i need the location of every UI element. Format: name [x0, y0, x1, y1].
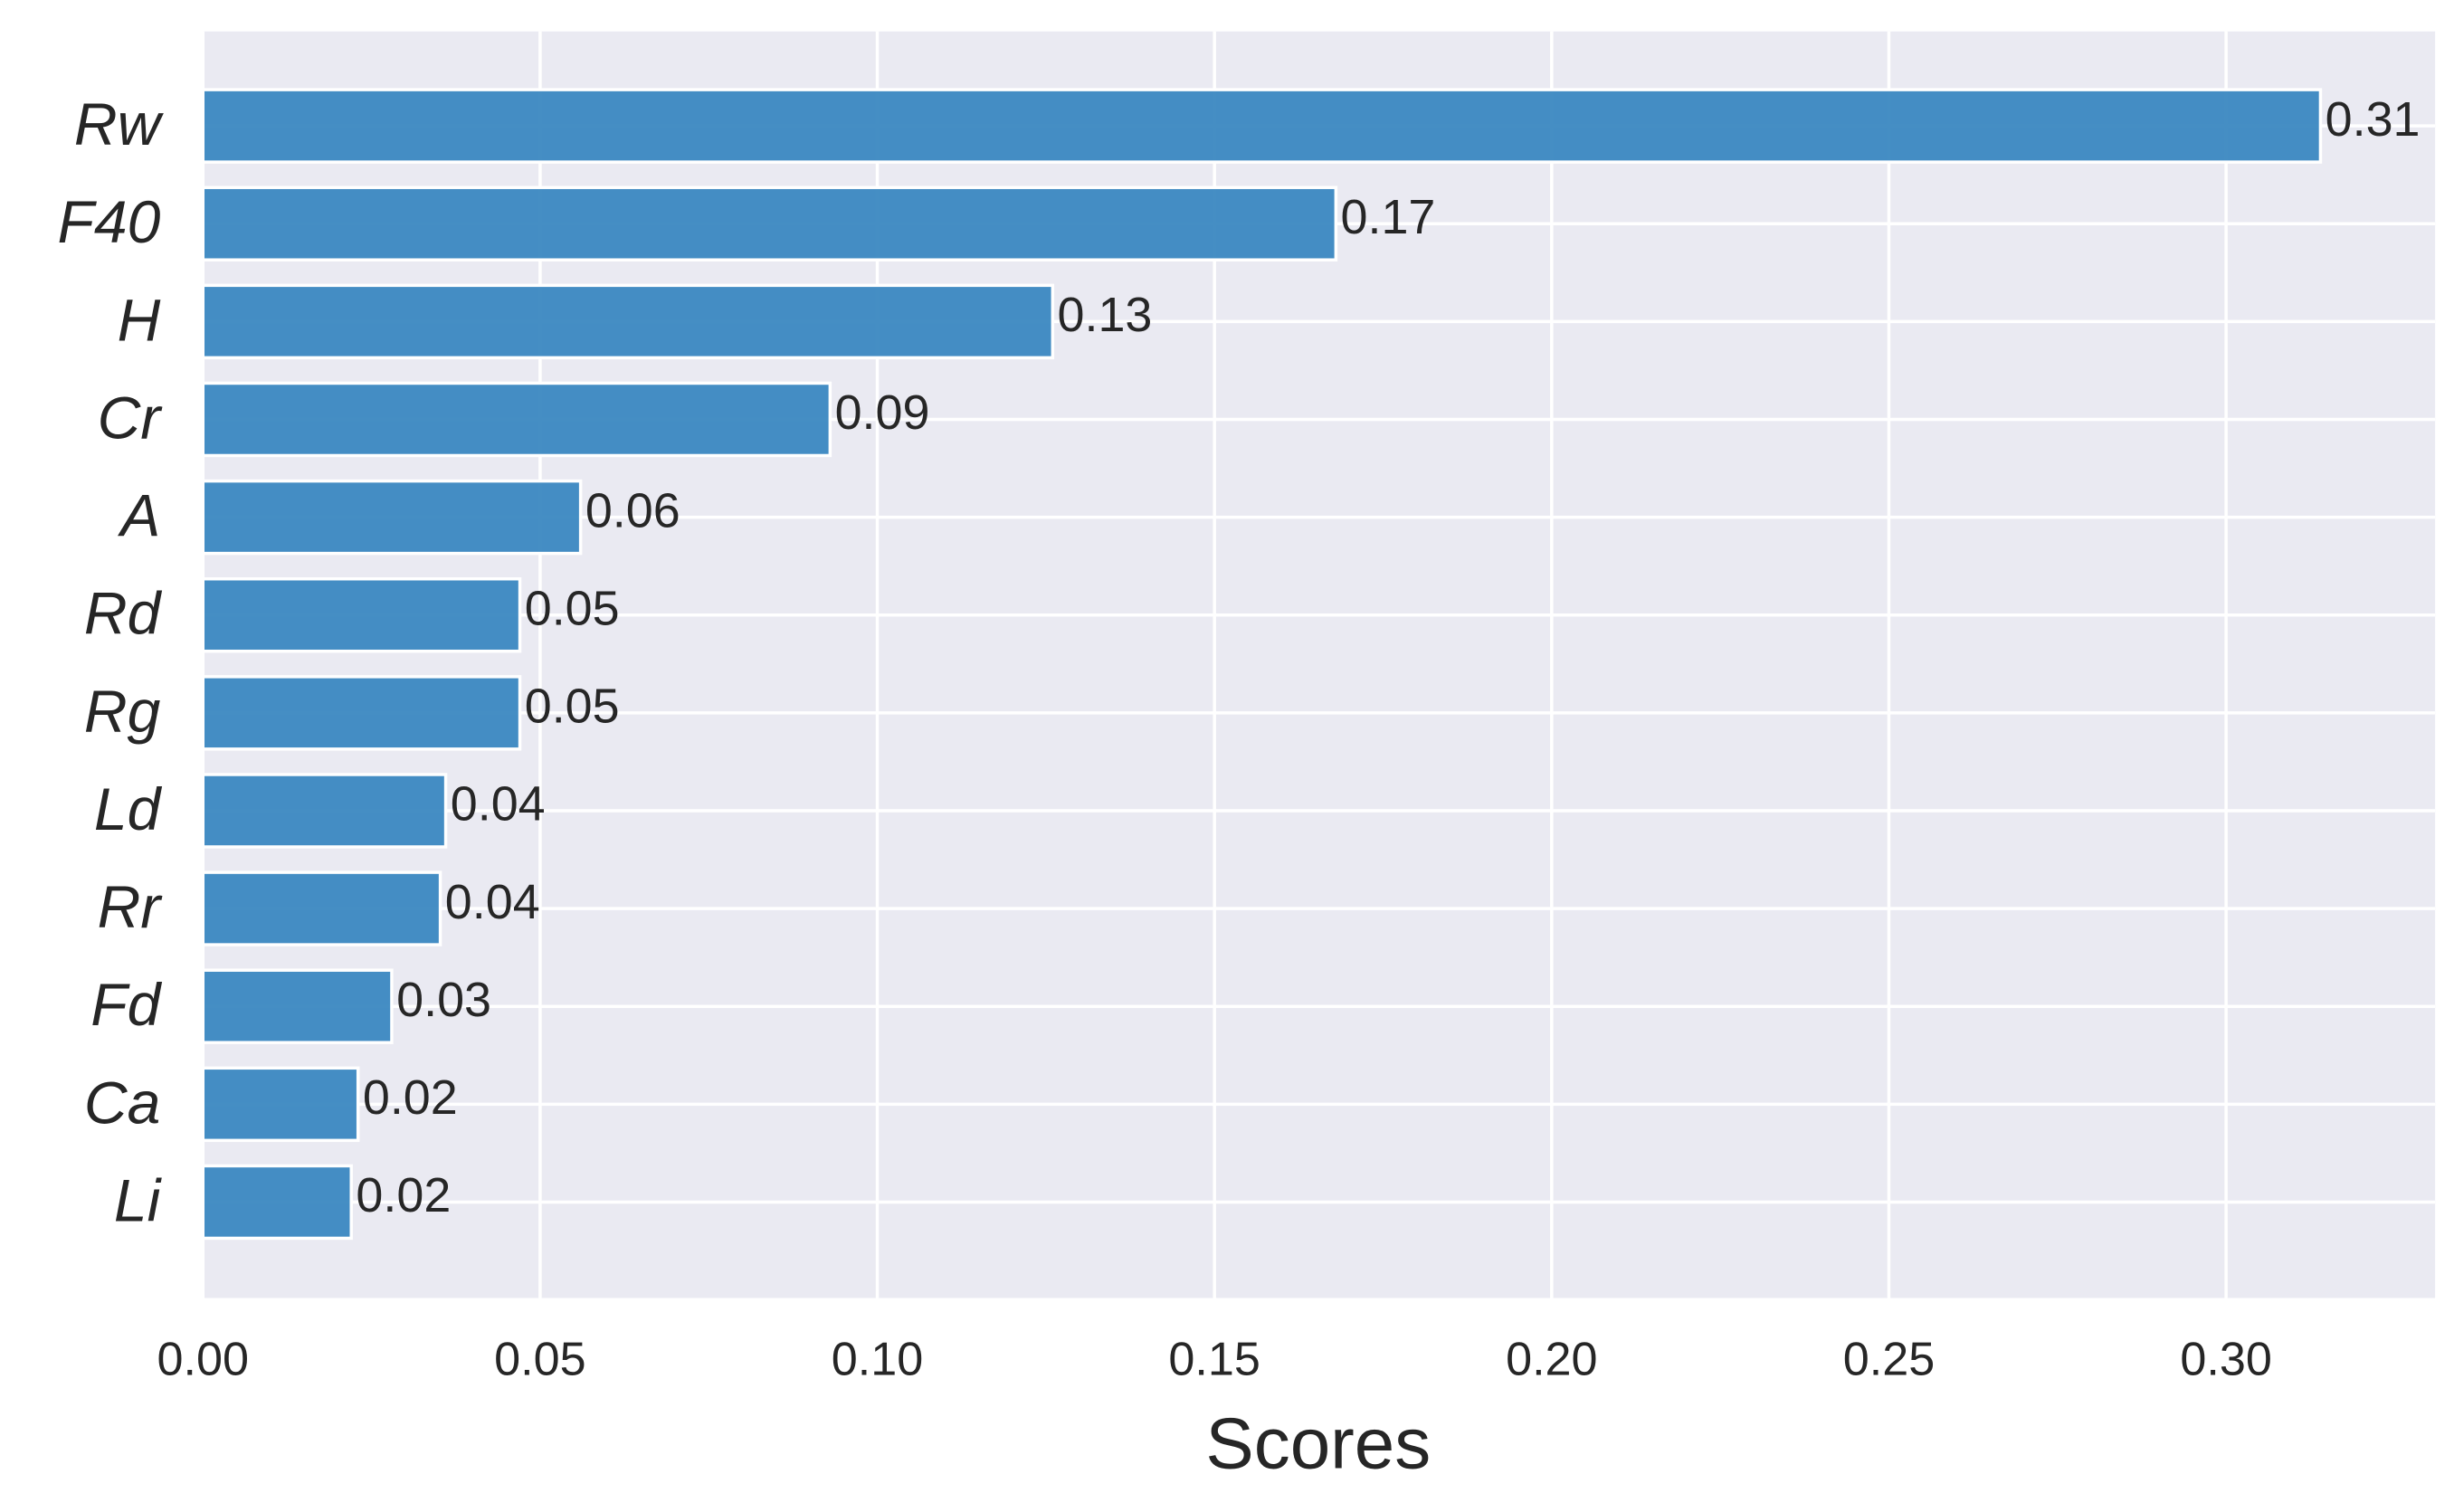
x-tick-label: 0.30: [2180, 1334, 2271, 1386]
y-tick-label: Rd: [84, 580, 163, 647]
x-tick-label: 0.05: [494, 1334, 585, 1386]
data-label: 0.13: [1058, 288, 1153, 342]
x-tick-label: 0.10: [832, 1334, 923, 1386]
data-label: 0.04: [445, 875, 540, 929]
y-tick-label: Rr: [98, 873, 164, 940]
y-tick-label: Ld: [94, 775, 163, 842]
data-label: 0.02: [363, 1070, 458, 1125]
bar: [201, 576, 522, 653]
data-label: 0.09: [835, 385, 930, 440]
data-label: 0.31: [2326, 92, 2421, 147]
y-tick-label: A: [117, 482, 160, 549]
x-tick-label: 0.15: [1168, 1334, 1260, 1386]
y-tick-label: Li: [114, 1166, 163, 1233]
x-axis-label: Scores: [1205, 1403, 1431, 1484]
bar: [201, 88, 2323, 164]
y-tick-label: Rg: [84, 678, 161, 745]
data-label: 0.17: [1341, 190, 1436, 244]
data-label: 0.05: [525, 581, 620, 635]
x-tick-label: 0.25: [1843, 1334, 1935, 1386]
bar: [201, 381, 832, 458]
bar: [201, 283, 1055, 360]
y-tick-label: Rw: [74, 90, 165, 157]
data-label: 0.05: [525, 680, 620, 734]
bar: [201, 675, 522, 751]
data-label: 0.02: [356, 1168, 451, 1222]
bar: [201, 870, 442, 946]
y-tick-label: Fd: [90, 971, 162, 1038]
y-tick-label: Ca: [84, 1069, 160, 1136]
x-tick-label: 0.00: [157, 1334, 249, 1386]
bar: [201, 479, 583, 556]
y-tick-label: F40: [58, 188, 161, 255]
y-tick-label: Cr: [98, 384, 164, 451]
bar: [201, 1164, 353, 1241]
data-label: 0.03: [396, 973, 491, 1027]
x-tick-label: 0.20: [1506, 1334, 1597, 1386]
data-label: 0.06: [585, 483, 680, 537]
bar: [201, 968, 394, 1044]
data-label: 0.04: [451, 777, 546, 832]
y-tick-label: H: [118, 286, 161, 353]
bar: [201, 773, 448, 849]
bar: [201, 185, 1338, 262]
bar: [201, 1066, 360, 1143]
